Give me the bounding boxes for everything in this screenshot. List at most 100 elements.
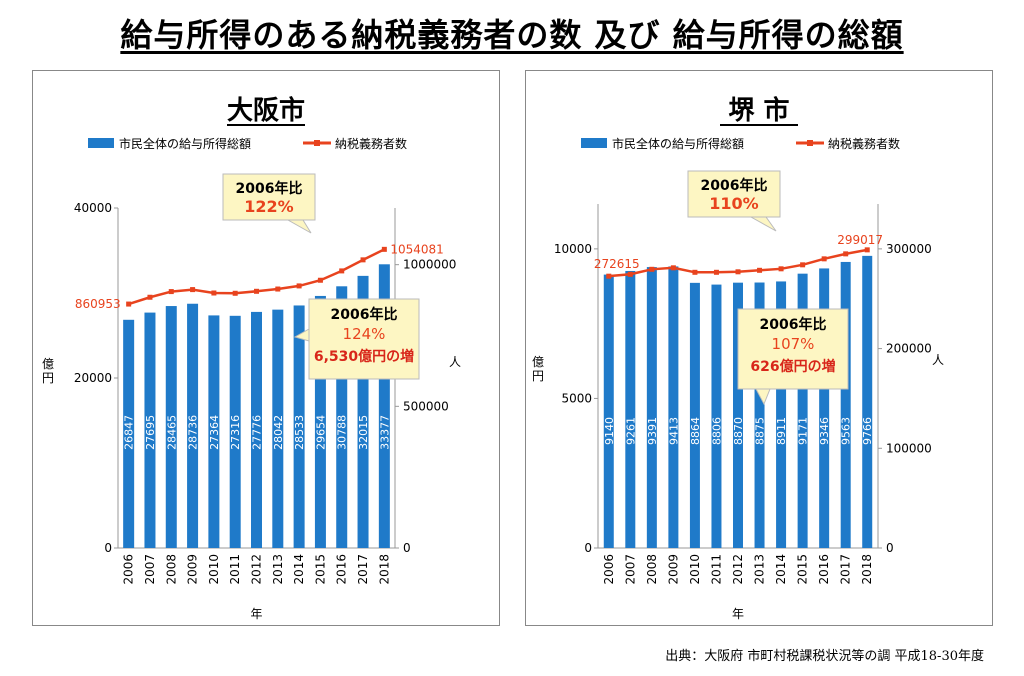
bar-value-label: 8864 [689,417,702,445]
x-tick-label: 2017 [839,554,853,585]
line-point [713,269,719,275]
line-point [649,266,655,272]
bar [208,315,220,548]
x-tick-label: 2010 [207,554,221,585]
y2-axis-label: 人 [932,353,944,367]
bar-value-label: 27776 [251,415,264,450]
bar-value-label: 32015 [357,415,370,450]
callout-box [308,298,420,380]
x-tick-label: 2008 [645,554,659,585]
line-point [800,262,806,268]
callout-pointer [755,388,771,406]
callout-ratio: 124% [343,325,386,343]
chart-legend: 市民全体の給与所得総額 納税義務者数 [581,136,900,151]
y-axis-label-char: 億 [42,357,54,371]
callout-caption: 2006年比 [331,306,398,323]
line-point [778,266,784,272]
chart-title: 大阪市 [227,95,305,126]
bar [357,275,369,548]
y2-tick-label: 200000 [886,342,932,356]
callout-caption: 2006年比 [701,177,768,194]
callout-box [222,173,316,221]
callout-increase: 626億円の増 [750,358,835,375]
x-tick-label: 2008 [164,554,178,585]
callout-ratio: 107% [772,335,815,353]
line-last-label: 299017 [837,233,883,247]
bar-value-label: 27364 [208,415,221,450]
line-point [843,251,849,257]
x-tick-label: 2015 [313,554,327,585]
line-point [821,256,827,262]
bar [251,311,262,548]
bar [840,261,851,548]
x-tick-label: 2013 [271,554,285,585]
line-last-label: 1054081 [390,242,443,256]
bar-value-label: 28533 [293,415,306,450]
y2-tick-label: 300000 [886,242,932,256]
bar-value-label: 27695 [144,415,157,450]
bar-value-label: 9563 [840,417,853,445]
x-axis-label: 年 [732,607,744,621]
bar [187,303,199,548]
bar [293,305,305,548]
bar [819,268,830,548]
bar-value-label: 9171 [797,417,810,445]
y-tick-label: 0 [104,541,112,555]
legend-bar-label: 市民全体の給与所得総額 [612,136,744,151]
legend-line-label: 納税義務者数 [828,136,900,151]
callout-ratio: 122% [244,197,293,216]
line-point [190,287,196,293]
bar [797,273,808,548]
bar [144,312,156,548]
callout-pointer [286,219,312,234]
bar-value-label: 33377 [378,415,391,450]
x-tick-label: 2017 [356,554,370,585]
line-point [735,269,741,275]
line-first-label: 272615 [594,257,640,271]
bar-value-label: 9140 [603,417,616,445]
line-point [275,286,281,292]
line-point [864,247,870,253]
page-title-text: 給与所得のある納税義務者の数 及び 給与所得の総額 [120,16,904,54]
callout-ratio: 110% [709,194,758,213]
line-point [211,290,217,296]
bar-value-label: 28042 [272,415,285,450]
x-tick-label: 2016 [335,554,349,585]
bar [711,284,722,548]
bar-value-label: 30788 [336,415,349,450]
y-axis-label-char: 円 [42,371,54,385]
bar-value-label: 8911 [775,417,788,445]
x-tick-label: 2011 [228,554,242,585]
bar [862,255,873,549]
bar-value-label: 29654 [314,415,327,450]
y-tick-label: 40000 [74,201,112,215]
bar-value-label: 8875 [754,417,767,445]
callout-pointer [749,216,777,232]
chart-legend: 市民全体の給与所得総額 納税義務者数 [88,136,407,151]
x-axis-label: 年 [250,607,262,621]
bar-value-label: 26847 [123,415,136,450]
bar-value-label: 9413 [667,417,680,445]
y2-tick-label: 0 [403,541,411,555]
bar [314,295,326,548]
bar-value-label: 9766 [861,417,874,445]
source-note: 出典：大阪府 市町村税課税状況等の調 平成18-30年度 [665,649,984,664]
bar-value-label: 9391 [646,417,659,445]
line-point [339,268,345,274]
bar [336,286,348,548]
bar [165,306,177,548]
x-tick-label: 2014 [774,554,788,585]
line-point [317,277,323,283]
x-tick-label: 2014 [292,554,306,585]
y-axis-label: 億円 [42,357,54,385]
bar [733,282,743,548]
x-tick-label: 2015 [796,554,810,585]
chart-title: 堺 市 [728,95,789,126]
line-point [692,269,698,275]
sakai-chart-panel: 堺 市市民全体の給与所得総額 納税義務者数 0 5000 10000 0 100000 200… [525,70,993,626]
line-point [627,271,633,277]
y-tick-label: 0 [584,541,592,555]
y-tick-label: 10000 [554,242,592,256]
